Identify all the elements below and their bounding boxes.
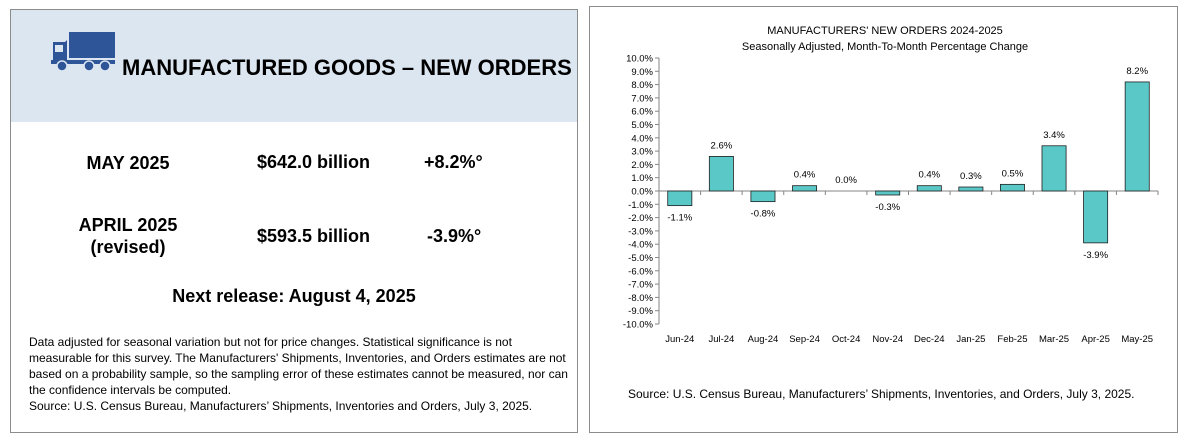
y-tick-label: 0.0% (631, 187, 653, 198)
row-may-label: MAY 2025 (86, 153, 170, 173)
x-tick-label: Mar-25 (1039, 334, 1069, 345)
y-tick-label: 5.0% (631, 120, 653, 131)
y-tick-label: 4.0% (631, 133, 653, 144)
bar-apr-25 (1083, 190, 1109, 244)
y-tick-label: 2.0% (631, 160, 653, 171)
data-label: -0.3% (875, 202, 900, 213)
data-label: 8.2% (1126, 66, 1148, 77)
data-label: 0.0% (835, 175, 857, 186)
y-tick-label: -1.0% (628, 200, 653, 211)
row-may-amount: $642.0 billion (257, 152, 371, 172)
y-tick-label: -3.0% (628, 226, 653, 237)
row-april-label: APRIL 2025 (revised) (66, 214, 190, 258)
y-tick-label: 8.0% (631, 80, 653, 91)
data-label: 2.6% (711, 140, 733, 151)
panel-title: MANUFACTURED GOODS – NEW ORDERS (122, 55, 572, 80)
bar-mar-25 (1041, 145, 1067, 192)
bar-jun-24 (667, 190, 693, 207)
x-tick-label: Dec-24 (914, 334, 945, 345)
x-tick-label: Nov-24 (872, 334, 903, 345)
data-label: -3.9% (1083, 250, 1108, 261)
x-tick-label: Jan-25 (956, 334, 985, 345)
data-label: -1.1% (667, 213, 692, 224)
bar-feb-25 (999, 183, 1025, 192)
y-tick-label: 1.0% (631, 173, 653, 184)
y-tick-label: -9.0% (628, 306, 653, 317)
x-tick-label: Jul-24 (708, 334, 734, 345)
data-label: 0.4% (918, 170, 940, 181)
x-tick-label: May-25 (1121, 334, 1153, 345)
y-tick-label: 9.0% (631, 67, 653, 78)
x-tick-label: Feb-25 (997, 334, 1027, 345)
chart-source: Source: U.S. Census Bureau, Manufacturer… (628, 387, 1135, 401)
y-tick-label: 3.0% (631, 147, 653, 158)
y-tick-label: -6.0% (628, 266, 653, 277)
bar-jul-24 (708, 156, 734, 192)
row-april-label-line2: (revised) (90, 237, 166, 257)
y-tick-label: -10.0% (623, 320, 654, 331)
bar-chart: MANUFACTURERS' NEW ORDERS 2024-2025 Seaso… (623, 25, 1159, 345)
data-label: 0.5% (1002, 168, 1024, 179)
x-tick-label: Aug-24 (748, 334, 779, 345)
footnote: Data adjusted for seasonal variation but… (29, 334, 569, 414)
y-tick-label: -2.0% (628, 213, 653, 224)
x-tick-label: Apr-25 (1081, 334, 1110, 345)
y-tick-label: 6.0% (631, 107, 653, 118)
row-april-label-line1: APRIL 2025 (78, 215, 178, 235)
row-april-change: -3.9%° (427, 226, 482, 246)
bar-sep-24 (792, 185, 818, 192)
bar-aug-24 (750, 190, 776, 203)
data-label: 3.4% (1043, 130, 1065, 141)
bar-jan-25 (958, 186, 984, 192)
y-tick-label: 7.0% (631, 93, 653, 104)
y-tick-label: 10.0% (626, 54, 653, 65)
bar-nov-24 (875, 190, 901, 196)
chart-title: MANUFACTURERS' NEW ORDERS 2024-2025 (767, 25, 1003, 37)
summary-header: MANUFACTURED GOODS – NEW ORDERS (11, 10, 577, 122)
x-tick-label: Oct-24 (832, 334, 861, 345)
chart-subtitle: Seasonally Adjusted, Month-To-Month Perc… (742, 41, 1028, 53)
x-tick-label: Sep-24 (789, 334, 820, 345)
x-tick-label: Jun-24 (665, 334, 694, 345)
bar-may-25 (1124, 81, 1150, 192)
bar-dec-24 (916, 185, 942, 192)
data-label: 0.3% (960, 171, 982, 182)
row-april-amount: $593.5 billion (257, 226, 371, 246)
row-may-change: +8.2%° (424, 152, 483, 172)
chart-panel: MANUFACTURERS' NEW ORDERS 2024-2025 Seaso… (589, 6, 1178, 433)
truck-icon (51, 32, 115, 72)
y-tick-label: -5.0% (628, 253, 653, 264)
footnote-source: Source: U.S. Census Bureau, Manufacturer… (29, 399, 533, 413)
y-tick-label: -7.0% (628, 280, 653, 291)
data-label: 0.4% (794, 170, 816, 181)
y-tick-label: -4.0% (628, 240, 653, 251)
footnote-text: Data adjusted for seasonal variation but… (29, 335, 568, 397)
summary-panel: MANUFACTURED GOODS – NEW ORDERS MAY 2025… (10, 9, 578, 433)
next-release: Next release: August 4, 2025 (172, 286, 416, 306)
data-label: -0.8% (751, 209, 776, 220)
y-tick-label: -8.0% (628, 293, 653, 304)
